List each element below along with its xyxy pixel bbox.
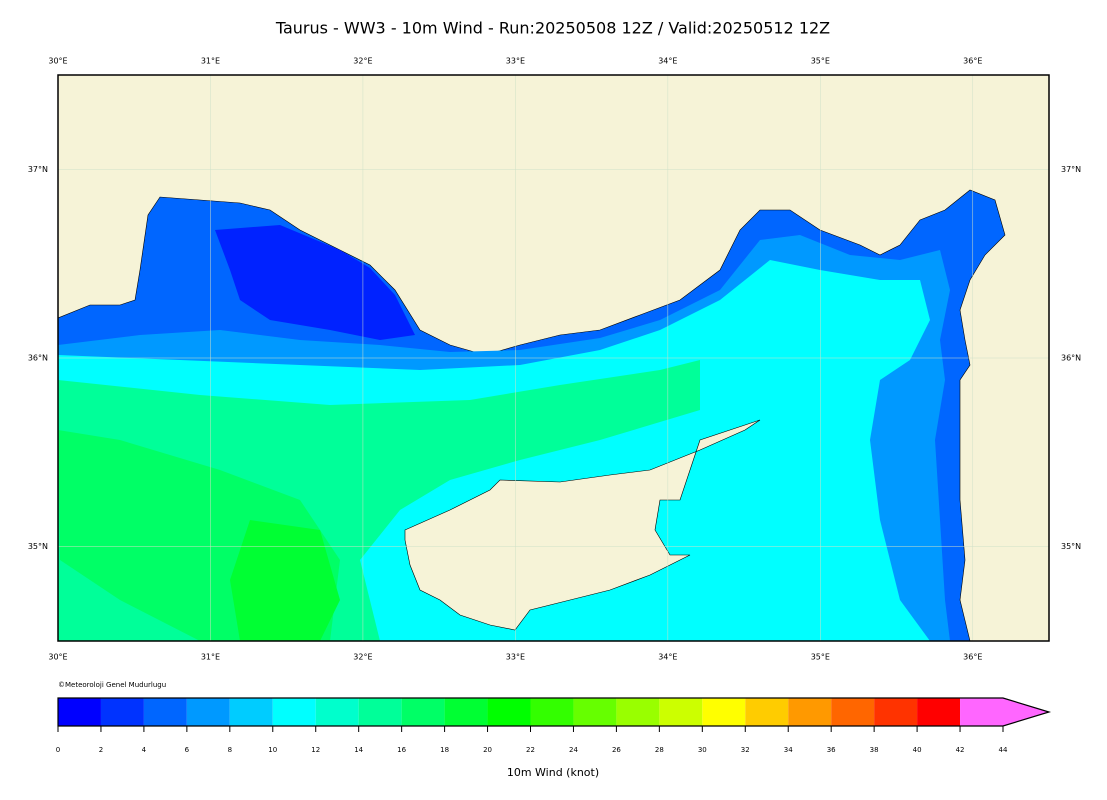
colorbar-tick-label: 10 <box>268 746 277 754</box>
y-tick-label: 35°N <box>28 542 48 551</box>
colorbar-label: 10m Wind (knot) <box>507 766 599 779</box>
colorbar-tick-label: 28 <box>655 746 664 754</box>
map-area <box>58 75 1049 641</box>
colorbar-tick-label: 20 <box>483 746 492 754</box>
colorbar-bin <box>788 698 832 726</box>
y-tick-label: 37°N <box>1061 165 1081 174</box>
x-tick-label: 30°E <box>48 653 67 662</box>
colorbar-tick-label: 42 <box>956 746 965 754</box>
colorbar-bin <box>358 698 402 726</box>
colorbar-tick-label: 38 <box>870 746 879 754</box>
colorbar-outline <box>57 697 1052 727</box>
colorbar-tick-label: 2 <box>99 746 103 754</box>
colorbar-extend <box>1003 698 1049 726</box>
x-tick-label: 35°E <box>811 57 830 66</box>
colorbar-bin <box>58 698 101 726</box>
colorbar-tick-label: 22 <box>526 746 535 754</box>
x-tick-label: 35°E <box>811 653 830 662</box>
colorbar-tick-label: 40 <box>913 746 922 754</box>
x-tick-label: 33°E <box>506 653 525 662</box>
x-tick-label: 32°E <box>353 653 372 662</box>
colorbar-tick-label: 16 <box>397 746 406 754</box>
graticule <box>58 75 1049 641</box>
colorbar-bin <box>616 698 660 726</box>
colorbar-bin <box>874 698 918 726</box>
colorbar-tick-label: 24 <box>569 746 578 754</box>
colorbar-bin <box>143 698 187 726</box>
colorbar-bin <box>401 698 445 726</box>
x-tick-label: 32°E <box>353 57 372 66</box>
credit: ©Meteoroloji Genel Mudurlugu <box>58 681 166 689</box>
colorbar-tick-label: 32 <box>741 746 750 754</box>
x-tick-label: 36°E <box>963 57 982 66</box>
colorbar-bin <box>229 698 273 726</box>
island <box>404 419 761 631</box>
colorbar-tick-label: 6 <box>185 746 190 754</box>
title: Taurus - WW3 - 10m Wind - Run:20250508 1… <box>275 19 830 38</box>
colorbar-bin <box>272 698 316 726</box>
x-tick-label: 31°E <box>201 57 220 66</box>
y-tick-label: 37°N <box>28 165 48 174</box>
colorbar-tick-label: 30 <box>698 746 707 754</box>
colorbar-bin <box>831 698 875 726</box>
colorbar-bin <box>917 698 961 726</box>
colorbar-tick-label: 8 <box>228 746 232 754</box>
colorbar-bin <box>573 698 617 726</box>
colorbar-bin <box>315 698 359 726</box>
colorbar-tick-label: 26 <box>612 746 621 754</box>
y-tick-label: 36°N <box>1061 354 1081 363</box>
sea-peak <box>230 520 340 641</box>
colorbar-bin <box>659 698 703 726</box>
colorbar-tick-label: 34 <box>784 746 793 754</box>
colorbar-tick-label: 18 <box>440 746 449 754</box>
colorbar-bin <box>530 698 574 726</box>
colorbar-bin <box>960 698 1003 726</box>
y-tick-label: 35°N <box>1061 542 1081 551</box>
colorbar-tick-label: 36 <box>827 746 836 754</box>
colorbar-bin <box>444 698 488 726</box>
colorbar-tick-label: 12 <box>311 746 320 754</box>
y-tick-label: 36°N <box>28 354 48 363</box>
colorbar-tick-label: 4 <box>142 746 147 754</box>
colorbar-tick-label: 0 <box>56 746 60 754</box>
colorbar-bin <box>100 698 144 726</box>
x-tick-label: 36°E <box>963 653 982 662</box>
x-tick-label: 34°E <box>658 57 677 66</box>
colorbar-tick-label: 44 <box>999 746 1008 754</box>
x-tick-label: 33°E <box>506 57 525 66</box>
colorbar-tick-label: 14 <box>354 746 363 754</box>
sea-calm <box>215 225 415 340</box>
x-tick-label: 34°E <box>658 653 677 662</box>
map-frame <box>57 74 1050 642</box>
colorbar-bin <box>745 698 789 726</box>
x-tick-label: 31°E <box>201 653 220 662</box>
colorbar-bin <box>702 698 746 726</box>
x-tick-label: 30°E <box>48 57 67 66</box>
colorbar-bin <box>186 698 230 726</box>
colorbar-bin <box>487 698 531 726</box>
